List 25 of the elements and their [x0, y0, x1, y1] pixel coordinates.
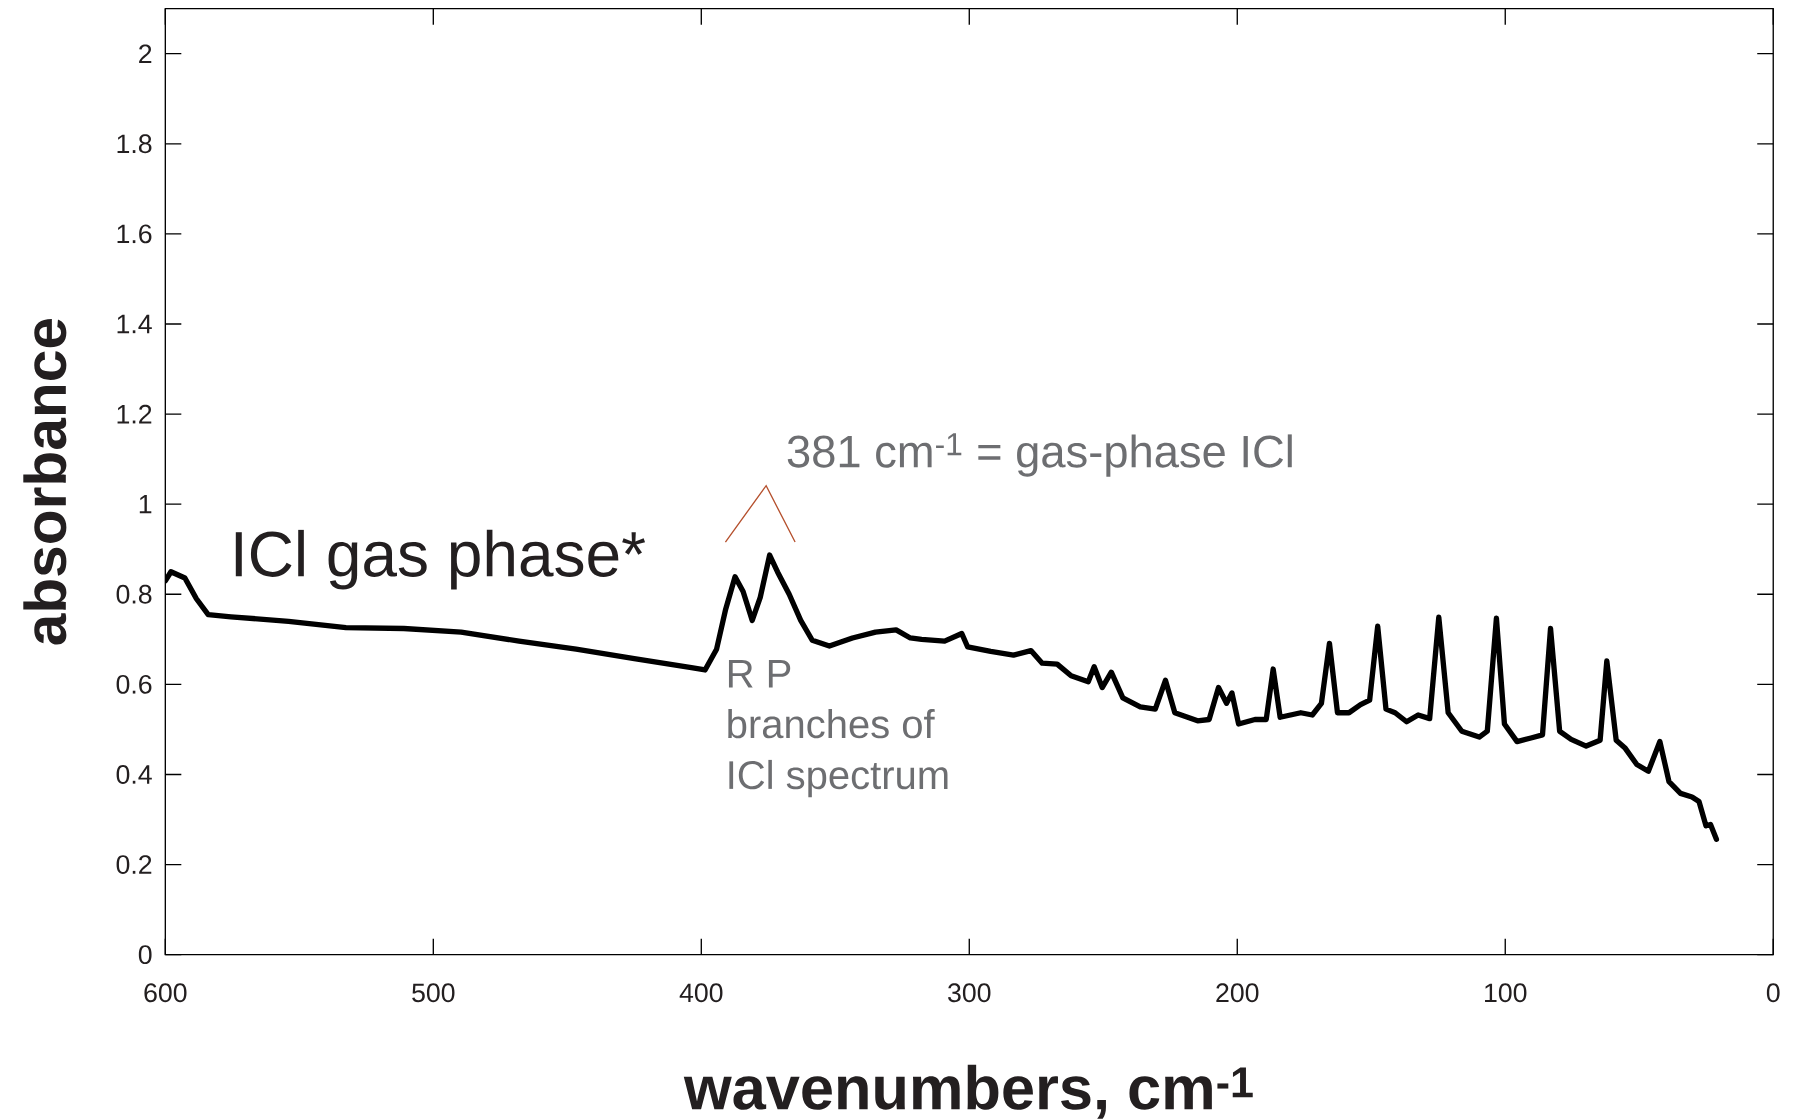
annotation: R P: [728, 660, 791, 688]
y-tick-label: 1.2: [117, 404, 152, 424]
y-axis-title: absorbance: [23, 319, 67, 645]
y-tick-label: 0.2: [116, 855, 152, 874]
y-tick-label: 1.8: [117, 134, 152, 154]
annotation: ICl spectrum: [729, 759, 948, 798]
annotation: ICl gas phase*: [235, 529, 646, 590]
y-tick-label: 1: [139, 495, 152, 514]
y-tick-label: 1.4: [117, 314, 152, 334]
y-tick-label: 1.6: [117, 224, 152, 244]
y-tick-label: 0: [138, 945, 152, 965]
x-tick-label: 500: [412, 983, 455, 1003]
annotation: branches of: [728, 708, 935, 739]
y-tick-label: 0.8: [116, 584, 152, 604]
x-tick-label: 100: [1485, 983, 1527, 1003]
x-axis-title: wavenumbers, cm$^{-1}$: [683, 1064, 1253, 1119]
x-tick-label: 300: [948, 983, 991, 1003]
x-tick-label: 400: [679, 983, 723, 1003]
annotation: 381 cm$^{-1}$ = gas-phase ICl: [787, 433, 1292, 477]
x-tick-label: 200: [1216, 983, 1259, 1003]
x-tick-label: 600: [144, 983, 187, 1003]
y-tick-label: 2: [139, 44, 152, 64]
x-tick-label: 0: [1766, 983, 1780, 1003]
y-tick-label: 0.6: [116, 674, 152, 694]
y-tick-label: 0.4: [116, 765, 152, 784]
